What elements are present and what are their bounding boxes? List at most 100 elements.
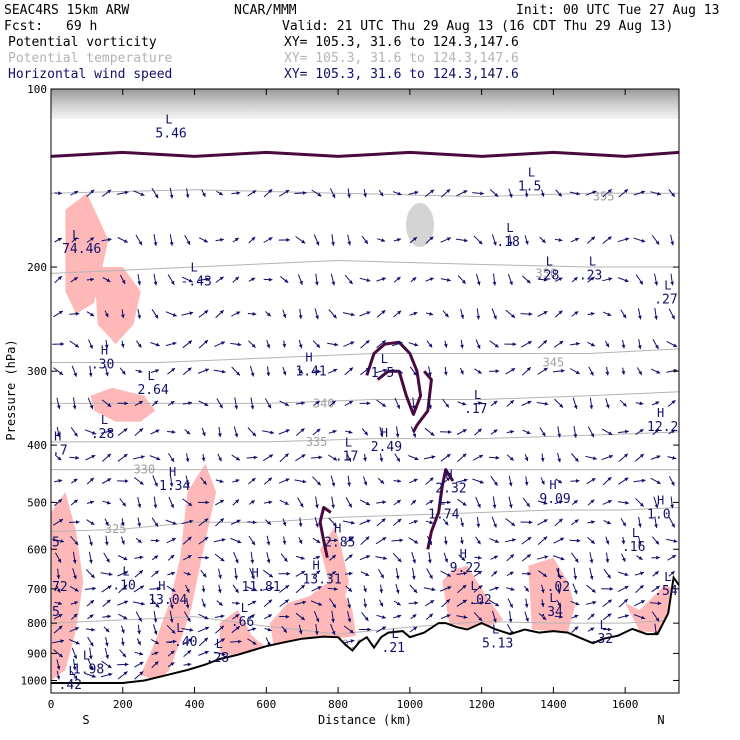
wind-arrowhead-715	[641, 190, 645, 195]
extremum-kind-6: L	[589, 254, 596, 268]
wind-arrowhead-632	[558, 500, 563, 504]
extremum-value-28: .10	[112, 578, 135, 593]
wind-arrowhead-244	[220, 638, 225, 643]
wind-arrowhead-263	[235, 614, 240, 618]
wind-arrowhead-346	[315, 281, 319, 286]
wind-arrowhead-404	[366, 278, 371, 282]
wind-arrowhead-685	[608, 431, 613, 435]
wind-arrowhead-39	[74, 601, 78, 605]
extremum-kind-9: L	[147, 369, 154, 383]
wind-arrowhead-387	[349, 367, 353, 372]
wind-arrowhead-333	[301, 454, 306, 458]
wind-arrowhead-668	[591, 478, 596, 482]
wind-arrowhead-343	[298, 630, 303, 635]
wind-arrowhead-449	[397, 479, 402, 483]
wind-arrowhead-231	[219, 404, 223, 409]
wind-arrowhead-58	[89, 541, 93, 546]
south-label: S	[82, 713, 89, 727]
wind-arrowhead-248	[235, 276, 239, 281]
wind-arrowhead-215	[204, 518, 209, 523]
wind-arrowhead-505	[447, 500, 451, 505]
wind-arrowhead-395	[348, 554, 353, 559]
wind-arrowhead-439	[382, 626, 386, 631]
wind-arrowhead-293	[270, 430, 274, 435]
wind-arrowhead-693	[609, 587, 614, 591]
wind-arrowhead-129	[139, 570, 143, 574]
wind-arrowhead-462	[414, 342, 419, 347]
wind-arrowhead-480	[429, 312, 434, 316]
wind-arrowhead-659	[592, 190, 597, 195]
extremum-value-7: .27	[654, 292, 677, 307]
wind-arrowhead-563	[493, 571, 498, 575]
wind-arrowhead-705	[624, 453, 628, 458]
wind-arrowhead-358	[316, 570, 320, 575]
wind-arrowhead-695	[607, 613, 612, 618]
terrain-line	[51, 575, 679, 684]
extremum-kind-38: L	[176, 621, 183, 635]
wind-arrowhead-684	[605, 404, 610, 409]
field-2-xy: XY= 105.3, 31.6 to 124.3,147.6	[284, 51, 519, 66]
wind-arrowhead-84	[107, 585, 112, 590]
wind-arrowhead-161	[169, 242, 174, 246]
wind-arrowhead-600	[527, 571, 532, 576]
wind-arrowhead-438	[381, 615, 386, 619]
wind-arrowhead-200	[189, 628, 194, 632]
wind-arrowhead-489	[428, 540, 432, 545]
wind-arrowhead-204	[202, 192, 206, 197]
wind-arrowhead-727	[637, 540, 642, 545]
extremum-kind-11: L	[381, 352, 388, 366]
extremum-kind-20: H	[549, 478, 556, 492]
wind-arrowhead-73	[104, 344, 109, 349]
x-tick-label-2: 400	[185, 698, 205, 711]
wind-arrowhead-297	[267, 521, 271, 525]
wind-arrowhead-363	[331, 194, 336, 198]
wind-arrowhead-557	[495, 455, 500, 460]
wind-arrowhead-321	[285, 585, 289, 589]
extremum-value-10: 1.41	[295, 364, 326, 379]
wind-arrowhead-339	[301, 571, 306, 575]
theta-contour-1	[51, 507, 679, 532]
wind-arrowhead-269	[252, 312, 257, 316]
wind-arrowhead-6	[56, 405, 61, 409]
shaded-region-7	[320, 526, 349, 597]
wind-arrowhead-741	[656, 455, 661, 459]
wind-arrowhead-56	[89, 500, 94, 505]
wind-arrowhead-198	[185, 604, 190, 609]
wind-arrowhead-273	[252, 432, 256, 437]
wind-arrowhead-146	[156, 456, 161, 461]
wind-arrowhead-453	[397, 558, 402, 562]
wind-arrowhead-529	[462, 599, 467, 604]
wind-arrowhead-213	[202, 480, 207, 485]
wind-arrowhead-89	[105, 654, 109, 659]
wind-arrowhead-63	[89, 614, 94, 619]
wind-arrowhead-323	[285, 614, 290, 619]
wind-arrowhead-65	[89, 642, 94, 647]
shaded-region-0	[51, 491, 84, 681]
wind-arrowhead-532	[478, 240, 483, 245]
wind-arrowhead-275	[251, 478, 256, 482]
wind-arrowhead-153	[157, 586, 161, 591]
wind-arrowhead-494	[429, 613, 433, 618]
wind-arrowhead-290	[266, 344, 271, 349]
wind-arrowhead-624	[558, 277, 563, 281]
wind-arrowhead-52	[89, 404, 94, 409]
wind-arrowhead-250	[237, 342, 242, 347]
wind-arrowhead-311	[282, 371, 287, 376]
shaded-region-6	[269, 577, 356, 645]
wind-arrowhead-466	[414, 456, 419, 461]
wind-arrowhead-463	[413, 371, 417, 376]
wind-arrowhead-128	[139, 555, 144, 560]
wind-arrowhead-4	[60, 342, 65, 346]
wind-arrowhead-430	[380, 479, 385, 484]
wind-arrowhead-33	[73, 499, 78, 504]
wind-arrowhead-247	[234, 237, 239, 242]
wind-arrowhead-577	[509, 504, 513, 509]
extremum-value-12: .17	[464, 402, 487, 417]
wind-arrowhead-554	[495, 369, 500, 374]
y-tick-label-8: 900	[27, 647, 47, 660]
wind-arrowhead-337	[298, 539, 303, 544]
vorticity-shading	[51, 193, 676, 681]
wind-arrowhead-178	[171, 629, 176, 634]
wind-arrowhead-454	[395, 575, 400, 580]
x-tick-label-6: 1200	[468, 698, 495, 711]
